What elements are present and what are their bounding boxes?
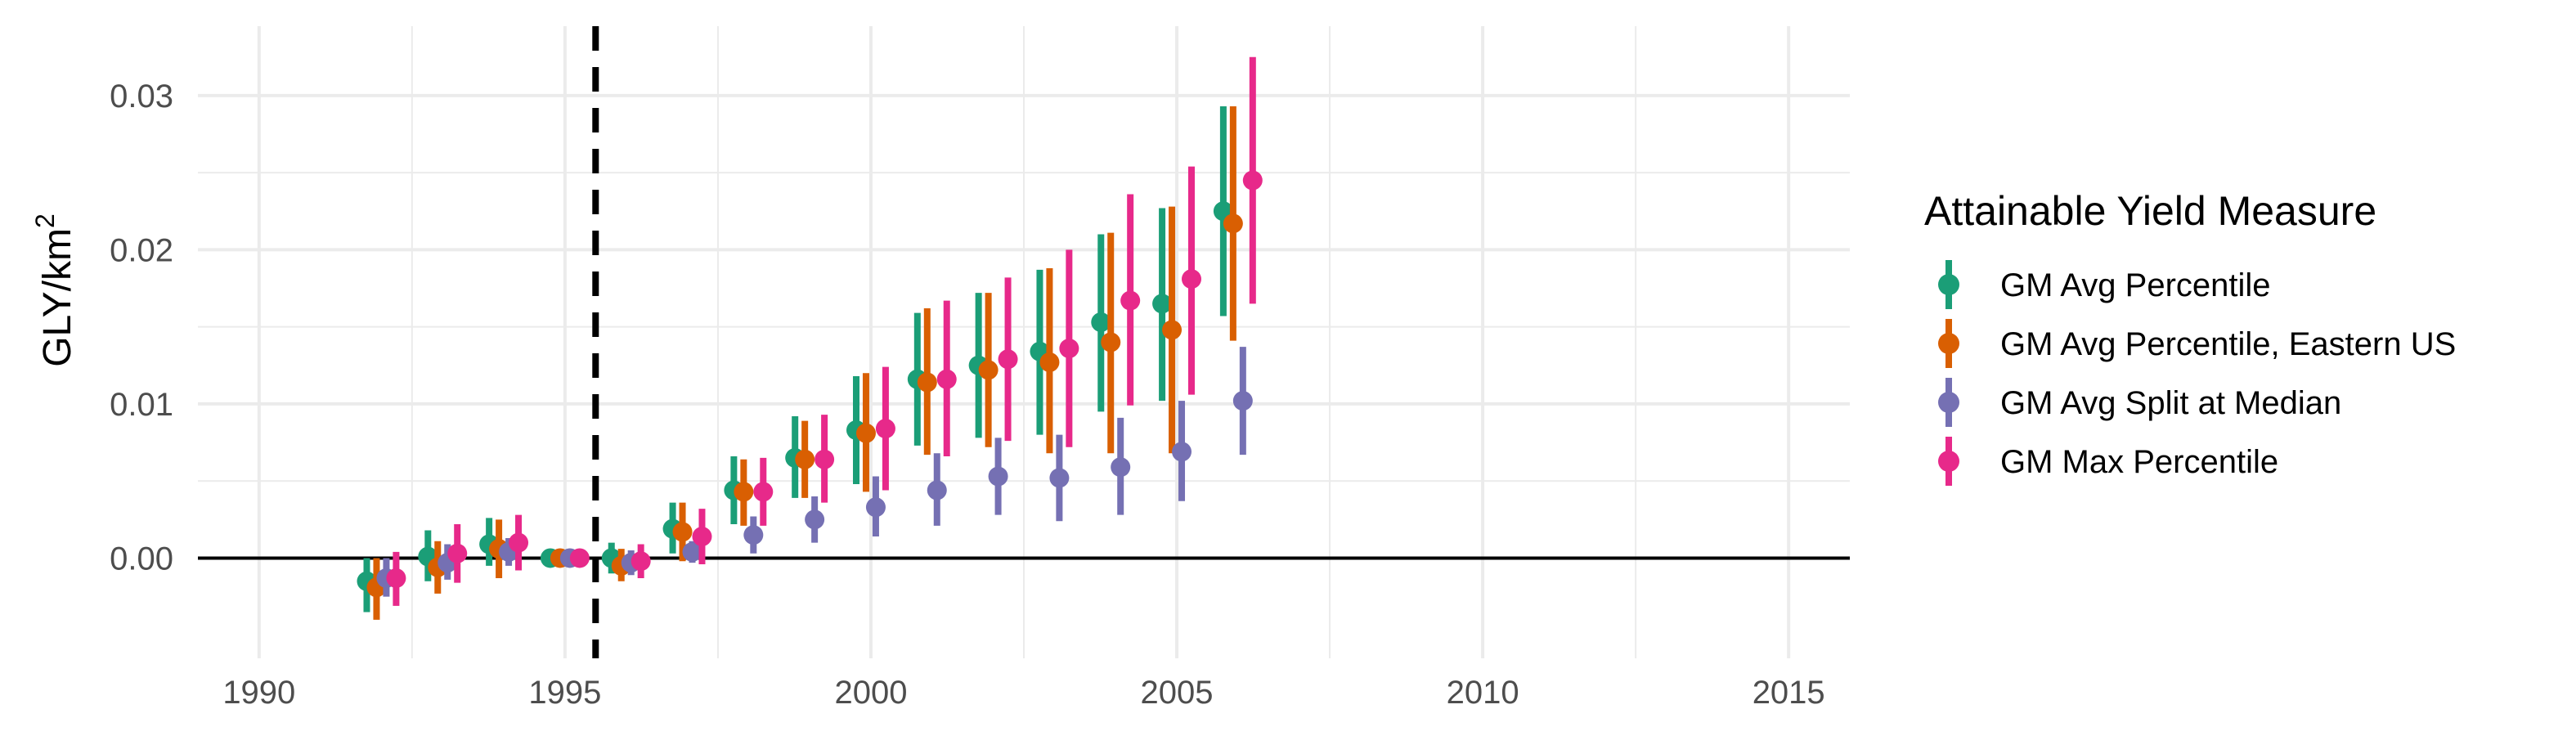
- legend-items: GM Avg Percentile GM Avg Percentile, East…: [1938, 260, 2456, 486]
- legend-key-point: [1938, 333, 1959, 354]
- legend: Attainable Yield Measure GM Avg Percenti…: [1924, 188, 2456, 486]
- data-point: [917, 372, 937, 393]
- y-axis-tick-labels: 0.00 0.01 0.02 0.03: [110, 79, 173, 577]
- x-tick-label: 2005: [1141, 675, 1214, 711]
- data-point: [998, 349, 1018, 370]
- data-point: [805, 509, 825, 530]
- data-point: [1242, 170, 1263, 191]
- data-point: [682, 541, 702, 562]
- data-point: [875, 419, 895, 439]
- data-point: [734, 482, 754, 502]
- series-3: [376, 347, 1253, 597]
- data-point: [447, 543, 468, 563]
- x-tick-label: 2000: [834, 675, 907, 711]
- data-point: [795, 449, 815, 469]
- data-point: [1059, 339, 1079, 359]
- data-point: [692, 527, 712, 547]
- legend-item: GM Avg Percentile, Eastern US: [1938, 319, 2456, 368]
- data-point: [1162, 320, 1183, 340]
- data-point: [855, 423, 876, 443]
- x-tick-label: 2015: [1752, 675, 1825, 711]
- legend-item: GM Avg Split at Median: [1938, 378, 2341, 427]
- legend-item: GM Avg Percentile: [1938, 260, 2271, 309]
- data-point: [1181, 269, 1201, 289]
- data-point: [1049, 468, 1070, 488]
- data-point: [509, 532, 529, 553]
- x-tick-label: 1995: [528, 675, 601, 711]
- y-tick-label: 0.02: [110, 232, 173, 268]
- legend-label: GM Avg Percentile: [2000, 267, 2271, 303]
- legend-title: Attainable Yield Measure: [1924, 188, 2376, 234]
- legend-item: GM Max Percentile: [1938, 437, 2278, 486]
- data-point: [865, 497, 886, 518]
- legend-label: GM Avg Split at Median: [2000, 385, 2341, 421]
- grid-lines: [198, 26, 1850, 658]
- data-point: [988, 466, 1008, 487]
- data-point: [631, 551, 651, 572]
- data-point: [672, 522, 693, 542]
- data-point: [815, 449, 835, 469]
- series-4: [386, 56, 1263, 606]
- data-point: [978, 360, 999, 380]
- data-point: [743, 525, 764, 545]
- data-point: [569, 548, 590, 568]
- data-point: [1039, 352, 1060, 373]
- legend-key-point: [1938, 451, 1959, 472]
- y-tick-label: 0.00: [110, 541, 173, 577]
- data-point: [1091, 312, 1111, 332]
- data-point: [927, 480, 947, 500]
- data-point: [1111, 457, 1131, 478]
- x-axis-tick-labels: 1990 1995 2000 2005 2010 2015: [222, 675, 1824, 711]
- data-point: [1232, 391, 1253, 411]
- legend-key-point: [1938, 274, 1959, 295]
- data-point: [1120, 290, 1141, 311]
- x-tick-label: 1990: [222, 675, 295, 711]
- y-axis-title: GLY/km2: [30, 213, 79, 367]
- y-tick-label: 0.01: [110, 387, 173, 423]
- data-point: [753, 482, 774, 502]
- data-point: [386, 568, 406, 588]
- y-axis-title-text: GLY/km: [36, 228, 79, 367]
- y-tick-label: 0.03: [110, 79, 173, 114]
- legend-key-point: [1938, 392, 1959, 413]
- data-point: [936, 369, 957, 389]
- data-point: [1152, 294, 1173, 314]
- data-point: [1101, 332, 1121, 352]
- x-tick-label: 2010: [1447, 675, 1519, 711]
- data-point: [1223, 213, 1243, 234]
- y-axis-title-superscript: 2: [30, 213, 60, 228]
- data-point: [1172, 442, 1192, 462]
- series-marks: [357, 56, 1263, 620]
- reference-lines: [198, 26, 1850, 658]
- legend-label: GM Max Percentile: [2000, 444, 2278, 480]
- legend-label: GM Avg Percentile, Eastern US: [2000, 326, 2456, 362]
